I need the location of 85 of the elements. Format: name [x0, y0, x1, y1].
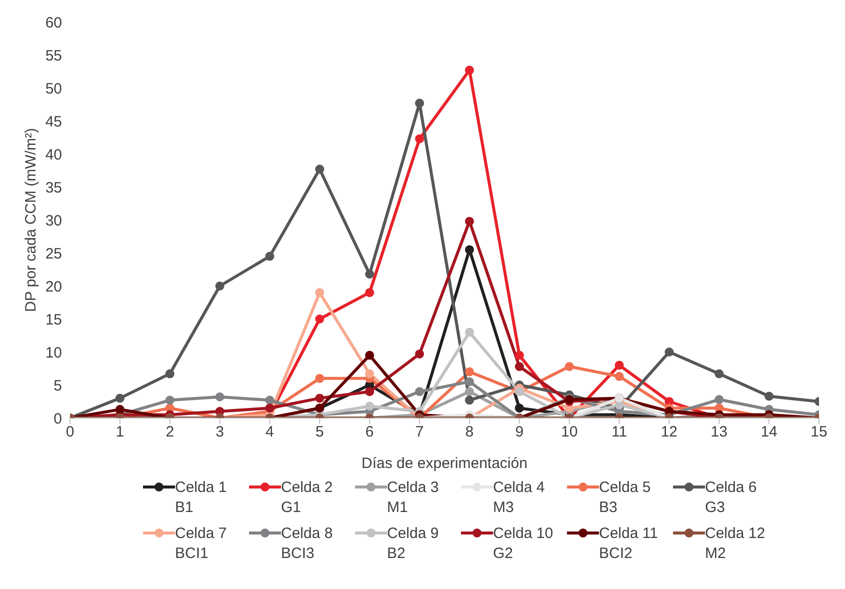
- point: [415, 349, 424, 358]
- x-tick-label: 6: [365, 424, 374, 441]
- point: [365, 387, 374, 396]
- y-tick-label: 50: [45, 80, 62, 98]
- y-axis-title: DP por cada CCM (mW/m²): [22, 128, 40, 312]
- point: [614, 372, 624, 381]
- point: [514, 362, 524, 372]
- point: [464, 245, 474, 254]
- point: [215, 392, 224, 402]
- legend-label: Celda 2 G1: [281, 478, 333, 518]
- x-tick-label: 4: [266, 424, 274, 441]
- legend-label: Celda 11 BCI2: [599, 524, 658, 564]
- point: [464, 328, 474, 337]
- y-tick-label: 45: [45, 113, 62, 130]
- x-tick-label: 15: [810, 424, 828, 441]
- point: [415, 134, 424, 144]
- legend-label: Celda 6 G3: [705, 478, 757, 518]
- x-tick-label: 14: [760, 424, 778, 441]
- x-tick-label: 3: [216, 424, 224, 441]
- point: [614, 360, 624, 370]
- point: [265, 396, 274, 405]
- point: [664, 348, 674, 356]
- point: [464, 387, 474, 396]
- y-tick-label: 60: [45, 14, 62, 32]
- point: [265, 404, 274, 413]
- legend-label: Celda 12 M2: [705, 524, 766, 564]
- y-tick-label: 10: [45, 344, 62, 362]
- point: [365, 369, 374, 378]
- point: [165, 369, 174, 378]
- point: [514, 350, 524, 360]
- x-tick-label: 10: [560, 424, 578, 441]
- point: [464, 396, 474, 405]
- y-tick-label: 5: [54, 377, 62, 394]
- x-tick-label: 13: [710, 424, 728, 441]
- point: [365, 270, 374, 279]
- x-tick-label: 12: [660, 424, 678, 441]
- legend-label: Celda 10 G2: [493, 524, 554, 564]
- x-tick-label: 11: [611, 424, 628, 441]
- x-tick-label: 2: [166, 424, 174, 441]
- legend-label: Celda 1 B1: [175, 478, 227, 518]
- legend-label: Celda 5 B3: [599, 478, 651, 518]
- y-tick-label: 55: [45, 47, 62, 64]
- x-tick-label: 1: [116, 424, 124, 441]
- point: [464, 216, 474, 226]
- point: [764, 392, 774, 401]
- x-tick-label: 9: [515, 424, 524, 441]
- point: [564, 362, 574, 372]
- point: [315, 394, 324, 403]
- point: [365, 350, 374, 360]
- point: [265, 252, 274, 261]
- point: [365, 402, 374, 411]
- point: [415, 387, 424, 396]
- legend-label: Celda 8 BCI3: [281, 524, 333, 564]
- y-tick-label: 0: [54, 410, 62, 428]
- point: [714, 395, 724, 404]
- point: [464, 367, 474, 376]
- legend-label: Celda 7 BCI1: [175, 524, 227, 564]
- legend-label: Celda 3 M1: [387, 478, 439, 518]
- point: [415, 98, 424, 108]
- x-axis-title: Días de experimentación: [362, 455, 528, 472]
- x-tick-label: 8: [465, 424, 474, 441]
- point: [514, 404, 524, 413]
- y-tick-label: 20: [45, 278, 62, 296]
- point: [115, 404, 124, 414]
- point: [215, 282, 224, 290]
- y-tick-label: 15: [45, 311, 62, 328]
- legend-label: Celda 4 M3: [493, 478, 545, 518]
- point: [365, 288, 374, 298]
- point: [315, 314, 324, 324]
- point: [315, 374, 324, 383]
- legend-label: Celda 9 B2: [387, 524, 439, 564]
- point: [165, 396, 174, 405]
- y-tick-label: 40: [45, 146, 62, 164]
- y-tick-label: 35: [45, 179, 62, 196]
- point: [464, 377, 474, 386]
- y-tick-label: 30: [45, 212, 62, 230]
- point: [315, 288, 324, 298]
- point: [464, 66, 474, 75]
- x-tick-label: 5: [315, 424, 324, 441]
- point: [315, 164, 324, 174]
- point: [714, 369, 724, 378]
- point: [115, 394, 124, 403]
- y-tick-label: 25: [45, 245, 62, 262]
- x-tick-label: 7: [415, 424, 424, 441]
- x-tick-label: 0: [66, 424, 74, 441]
